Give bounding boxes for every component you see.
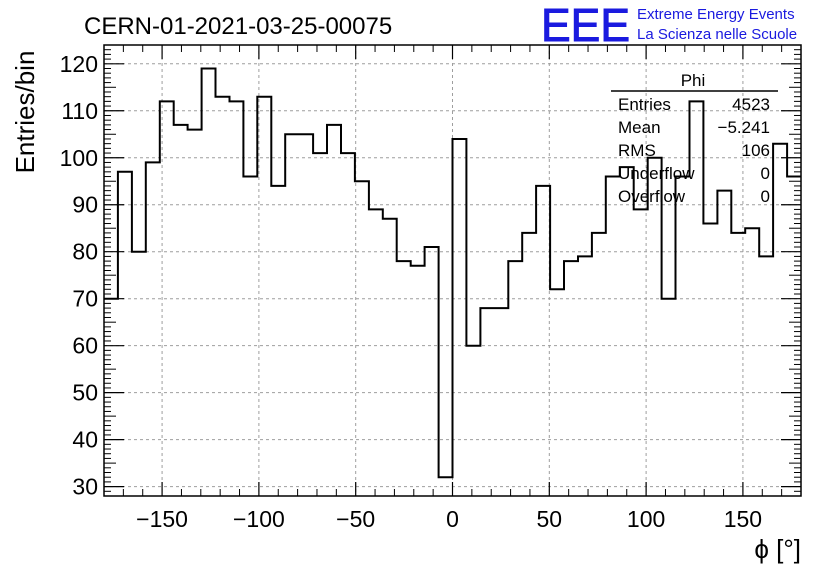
histogram-outline	[104, 67, 801, 479]
y-tick-label: 50	[72, 380, 98, 406]
y-axis-title: Entries/bin	[10, 51, 40, 174]
y-tick-labels: 30 40 50 60 70 80 90 100 110 120	[60, 51, 98, 500]
x-tick-label: −50	[336, 506, 375, 532]
stats-label: Entries	[618, 95, 671, 114]
y-tick-label: 70	[72, 286, 98, 312]
stats-label: Mean	[618, 118, 661, 137]
stats-box: Phi Entries 4523 Mean −5.241 RMS 106 Underflow…	[611, 71, 778, 206]
x-tick-label: 0	[446, 506, 459, 532]
stats-title: Phi	[681, 71, 706, 90]
stats-value: 0	[761, 187, 770, 206]
run-title: CERN-01-2021-03-25-00075	[84, 13, 392, 40]
y-tick-label: 40	[72, 427, 98, 453]
y-tick-label: 90	[72, 192, 98, 218]
stats-value: 0	[761, 164, 770, 183]
y-tick-label: 100	[60, 145, 98, 171]
logo-mark: EEE	[541, 0, 630, 51]
y-tick-label: 30	[72, 474, 98, 500]
y-tick-label: 120	[60, 51, 98, 77]
eee-logo: EEE Extreme Energy Events La Scienza nel…	[541, 0, 798, 52]
y-tick-label: 80	[72, 239, 98, 265]
logo-line-1: Extreme Energy Events	[637, 6, 795, 23]
stats-label: Underflow	[618, 164, 695, 183]
stats-label: RMS	[618, 141, 656, 160]
stats-value: 106	[742, 141, 770, 160]
x-tick-label: 150	[724, 506, 762, 532]
stats-value: −5.241	[718, 118, 770, 137]
stats-label: Overflow	[618, 187, 686, 206]
x-tick-label: 50	[537, 506, 563, 532]
x-tick-label: 100	[627, 506, 665, 532]
x-tick-labels: −150 −100 −50 0 50 100 150	[136, 506, 762, 532]
stats-value: 4523	[732, 95, 770, 114]
y-tick-label: 60	[72, 333, 98, 359]
axis-ticks	[103, 45, 802, 496]
x-axis-title: ϕ [°]	[754, 534, 801, 564]
x-tick-label: −150	[136, 506, 188, 532]
x-tick-label: −100	[233, 506, 285, 532]
y-tick-label: 110	[61, 98, 98, 124]
logo-line-2: La Scienza nelle Scuole	[637, 26, 797, 43]
